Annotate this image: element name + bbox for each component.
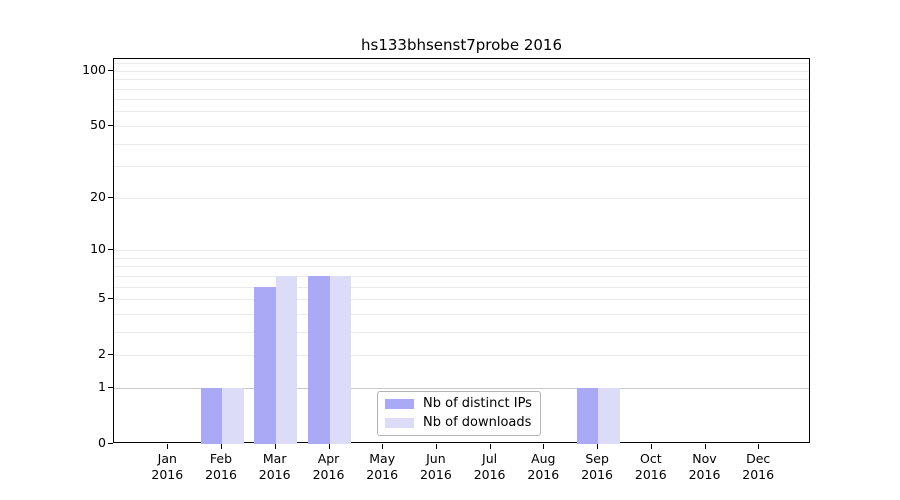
plot-area [113, 58, 810, 444]
y-tick-label-100: 100 [82, 61, 106, 77]
bar-nb-of-distinct-ips-sep-2016 [576, 387, 599, 444]
gridline-50 [114, 125, 809, 127]
x-tick-label-jun-2016: Jun 2016 [419, 451, 452, 482]
gridline-30 [114, 166, 809, 168]
y-tick-2 [108, 354, 113, 356]
y-tick-label-10: 10 [90, 241, 106, 256]
legend-label-distinct-ips: Nb of distinct IPs [423, 396, 532, 411]
y-tick-1 [108, 386, 113, 388]
y-tick-20 [108, 196, 113, 198]
x-tick-label-jan-2016: Jan 2016 [151, 451, 184, 482]
x-tick-label-nov-2016: Nov 2016 [688, 451, 721, 482]
gridline-5 [114, 299, 809, 300]
gridline-60 [114, 111, 809, 113]
y-tick-label-1: 1 [98, 378, 106, 394]
chart-title: hs133bhsenst7probe 2016 [361, 36, 562, 54]
x-tick-label-oct-2016: Oct 2016 [634, 451, 667, 482]
x-tick-label-jul-2016: Jul 2016 [473, 451, 506, 482]
gridline-110 [114, 63, 809, 64]
gridline-1 [114, 387, 809, 389]
x-tick-label-mar-2016: Mar 2016 [258, 451, 291, 482]
y-tick-5 [108, 298, 113, 299]
x-tick-oct [650, 444, 652, 449]
y-tick-label-0: 0 [98, 435, 106, 450]
x-tick-apr [328, 444, 330, 449]
bar-nb-of-distinct-ips-apr-2016 [308, 275, 330, 444]
legend-swatch-distinct-ips [385, 399, 414, 409]
x-tick-nov [704, 444, 706, 449]
x-tick-jan [167, 444, 169, 449]
gridline-80 [114, 88, 809, 90]
legend-label-downloads: Nb of downloads [423, 415, 532, 430]
y-tick-label-20: 20 [90, 188, 106, 204]
x-tick-label-may-2016: May 2016 [366, 451, 399, 482]
x-tick-aug [543, 444, 545, 449]
y-tick-100 [108, 69, 113, 71]
bar-nb-of-downloads-sep-2016 [598, 387, 620, 444]
gridline-90 [114, 79, 809, 81]
legend-item-distinct-ips: Nb of distinct IPs [385, 397, 540, 411]
y-tick-50 [108, 124, 113, 126]
gridline-3 [114, 331, 809, 333]
bar-nb-of-downloads-feb-2016 [222, 387, 244, 444]
gridline-40 [114, 143, 809, 145]
gridline-2 [114, 355, 809, 357]
x-tick-label-dec-2016: Dec 2016 [742, 451, 775, 482]
y-tick-0 [108, 443, 113, 444]
gridline-7 [114, 275, 809, 277]
bar-nb-of-distinct-ips-feb-2016 [200, 387, 222, 444]
y-tick-10 [108, 249, 113, 250]
x-tick-dec [758, 444, 760, 449]
gridline-4 [114, 313, 809, 315]
x-tick-jun [435, 444, 437, 449]
gridline-70 [114, 99, 809, 101]
gridline-10 [114, 250, 809, 251]
gridline-20 [114, 197, 809, 199]
x-tick-feb [221, 444, 222, 449]
x-tick-sep [597, 444, 599, 449]
x-tick-label-sep-2016: Sep 2016 [581, 451, 613, 482]
y-tick-label-50: 50 [90, 116, 106, 132]
x-tick-jul [489, 444, 491, 449]
gridline-8 [114, 266, 809, 268]
x-tick-label-apr-2016: Apr 2016 [312, 451, 345, 482]
legend: Nb of distinct IPs Nb of downloads [377, 391, 541, 436]
legend-item-downloads: Nb of downloads [385, 416, 540, 430]
x-tick-label-aug-2016: Aug 2016 [527, 451, 560, 482]
gridline-100 [114, 70, 809, 72]
bar-nb-of-distinct-ips-mar-2016 [254, 286, 276, 444]
legend-swatch-downloads [385, 418, 414, 428]
x-tick-mar [274, 444, 276, 449]
x-tick-may [382, 444, 384, 449]
y-tick-label-2: 2 [98, 346, 106, 362]
bar-nb-of-downloads-mar-2016 [275, 275, 298, 444]
y-tick-label-5: 5 [98, 290, 106, 305]
x-tick-label-feb-2016: Feb 2016 [205, 451, 237, 482]
bar-nb-of-downloads-apr-2016 [329, 275, 351, 444]
gridline-9 [114, 257, 809, 259]
gridline-6 [114, 286, 809, 288]
